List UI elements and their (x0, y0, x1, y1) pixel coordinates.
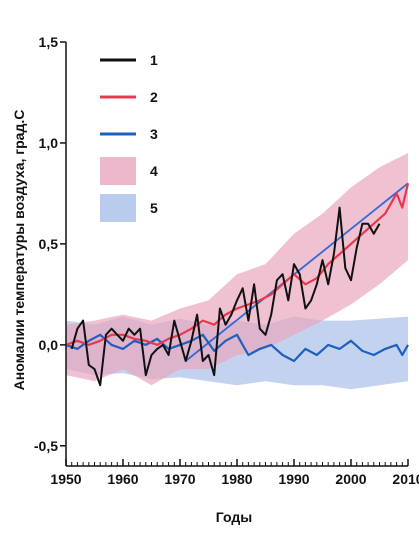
uncertainty-bands (66, 153, 408, 390)
legend: 1 2 3 4 5 (100, 52, 158, 222)
legend-label-4: 4 (150, 163, 158, 179)
series-lines (65, 183, 410, 387)
y-tick-label: 1,5 (39, 34, 59, 50)
x-tick-label: 2000 (335, 471, 366, 487)
x-tick-label: 1970 (164, 471, 195, 487)
line-series-1 (70, 206, 381, 387)
legend-swatch-4 (100, 157, 136, 185)
legend-label-5: 5 (150, 200, 158, 216)
y-tick-label: 0,5 (39, 236, 59, 252)
y-tick-label: 1,0 (39, 135, 59, 151)
y-axis-label: Аномалии температуры воздуха, град.С (11, 110, 27, 391)
line-series-3 (65, 333, 409, 363)
legend-label-1: 1 (150, 52, 158, 68)
x-tick-label: 1990 (278, 471, 309, 487)
legend-label-3: 3 (150, 126, 158, 142)
x-tick-label: 1950 (50, 471, 81, 487)
x-tick-label: 1980 (221, 471, 252, 487)
legend-swatch-5 (100, 194, 136, 222)
y-tick-label: -0,5 (34, 438, 58, 454)
x-tick-label: 1960 (107, 471, 138, 487)
ticks: 1,5 1,0 0,5 0,0 -0,5 1950 1960 1970 1980 1990 2000… (34, 34, 419, 487)
trend-line-group (185, 182, 409, 362)
x-tick-label: 2010 (392, 471, 419, 487)
legend-label-2: 2 (150, 89, 158, 105)
x-axis-label: Годы (216, 509, 252, 525)
linear-trend-line (185, 182, 409, 362)
y-tick-label: 0,0 (39, 337, 59, 353)
band-series-4 (66, 153, 408, 386)
